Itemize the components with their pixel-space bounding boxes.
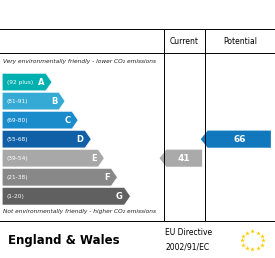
Text: (55-68): (55-68) — [7, 137, 29, 142]
Text: E: E — [91, 154, 97, 163]
Polygon shape — [201, 131, 271, 148]
Text: B: B — [51, 96, 57, 106]
Text: Not environmentally friendly - higher CO₂ emissions: Not environmentally friendly - higher CO… — [3, 209, 156, 214]
Text: (81-91): (81-91) — [7, 99, 28, 104]
Polygon shape — [2, 73, 52, 91]
Text: (39-54): (39-54) — [7, 156, 29, 161]
Text: C: C — [65, 116, 71, 125]
Text: EU Directive: EU Directive — [165, 228, 212, 237]
Text: 41: 41 — [178, 154, 191, 163]
Polygon shape — [2, 149, 104, 167]
Text: (92 plus): (92 plus) — [7, 79, 33, 85]
Text: Current: Current — [170, 37, 199, 46]
Polygon shape — [2, 188, 130, 205]
Text: F: F — [104, 173, 110, 182]
Polygon shape — [2, 130, 91, 148]
Text: England & Wales: England & Wales — [8, 234, 120, 247]
Text: G: G — [116, 192, 123, 201]
Text: Environmental Impact (CO₂) Rating: Environmental Impact (CO₂) Rating — [34, 10, 241, 20]
Text: A: A — [38, 78, 45, 87]
Text: (21-38): (21-38) — [7, 175, 29, 180]
Polygon shape — [2, 111, 78, 129]
Polygon shape — [160, 150, 202, 167]
Text: D: D — [77, 135, 84, 144]
Text: (1-20): (1-20) — [7, 194, 25, 199]
Text: 66: 66 — [233, 135, 246, 144]
Text: 2002/91/EC: 2002/91/EC — [165, 243, 209, 252]
Polygon shape — [2, 92, 65, 110]
Polygon shape — [2, 168, 117, 186]
Text: Potential: Potential — [223, 37, 257, 46]
Text: Very environmentally friendly - lower CO₂ emissions: Very environmentally friendly - lower CO… — [3, 59, 156, 64]
Text: (69-80): (69-80) — [7, 118, 29, 123]
